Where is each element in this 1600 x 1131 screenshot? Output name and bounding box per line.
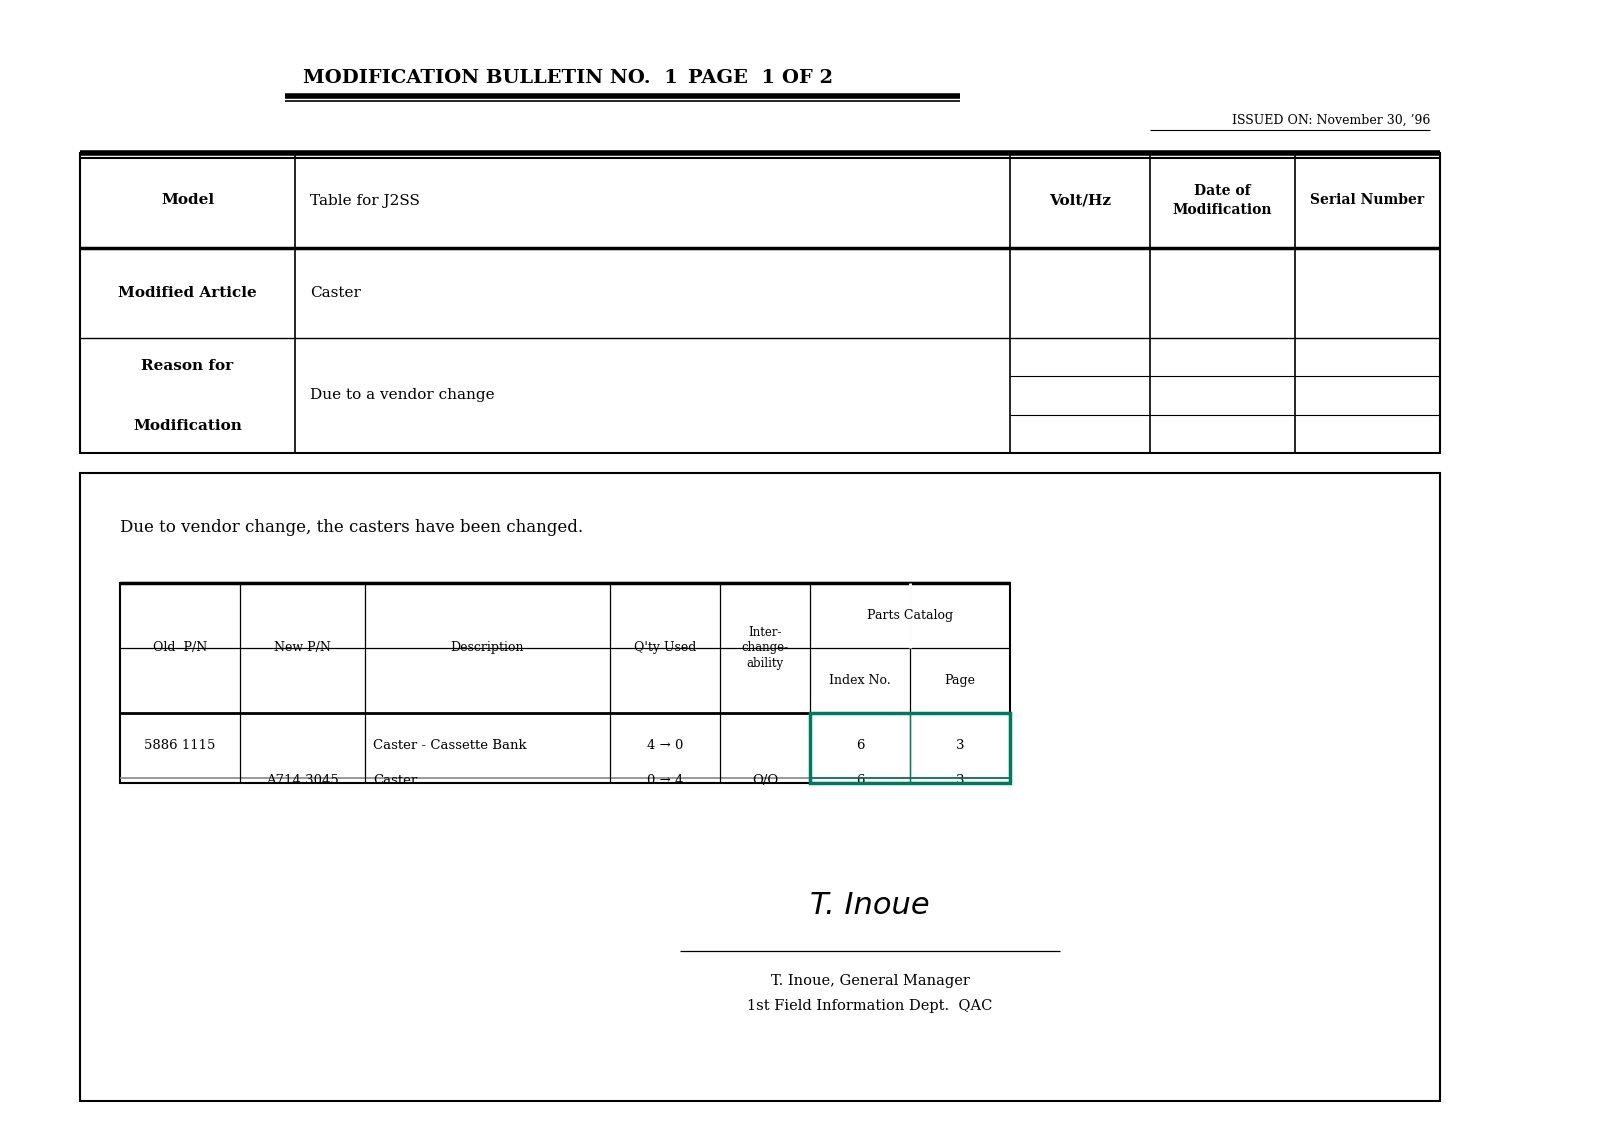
Text: ISSUED ON: November 30, ’96: ISSUED ON: November 30, ’96 — [1232, 113, 1430, 127]
Bar — [810, 713, 1010, 783]
Text: Caster - Cassette Bank: Caster - Cassette Bank — [373, 739, 526, 752]
Bar — [80, 153, 1440, 454]
Text: O/O: O/O — [752, 774, 778, 787]
Text: T. Inoue, General Manager: T. Inoue, General Manager — [771, 974, 970, 988]
Text: 6: 6 — [856, 739, 864, 752]
Text: 0 → 4: 0 → 4 — [646, 774, 683, 787]
Text: 3: 3 — [955, 739, 965, 752]
Text: Parts Catalog: Parts Catalog — [867, 608, 954, 622]
Text: Q'ty Used: Q'ty Used — [634, 641, 696, 655]
Text: MODIFICATION BULLETIN NO.  1: MODIFICATION BULLETIN NO. 1 — [302, 69, 677, 87]
Text: Page: Page — [944, 674, 976, 687]
Text: PAGE  1 OF 2: PAGE 1 OF 2 — [688, 69, 832, 87]
Text: Caster: Caster — [373, 774, 418, 787]
Text: Model: Model — [162, 193, 214, 207]
Text: Table for J2SS: Table for J2SS — [310, 193, 419, 207]
Text: Reason for: Reason for — [141, 359, 234, 372]
Text: Inter-
change-
ability: Inter- change- ability — [741, 625, 789, 671]
Text: 3: 3 — [955, 774, 965, 787]
Text: 5886 1115: 5886 1115 — [144, 739, 216, 752]
Text: Date of
Modification: Date of Modification — [1173, 184, 1272, 217]
Text: Caster: Caster — [310, 286, 362, 300]
Text: 6: 6 — [856, 774, 864, 787]
Text: Volt/Hz: Volt/Hz — [1050, 193, 1110, 207]
Text: Due to vendor change, the casters have been changed.: Due to vendor change, the casters have b… — [120, 519, 582, 536]
Text: Old  P/N: Old P/N — [154, 641, 206, 655]
Bar — [120, 582, 1010, 783]
Text: T. Inoue: T. Inoue — [810, 891, 930, 921]
Text: Due to a vendor change: Due to a vendor change — [310, 389, 494, 403]
Text: Serial Number: Serial Number — [1310, 193, 1424, 207]
Text: Description: Description — [451, 641, 525, 655]
Text: Index No.: Index No. — [829, 674, 891, 687]
Text: Modification: Modification — [133, 418, 242, 432]
Text: New P/N: New P/N — [274, 641, 331, 655]
Text: 1st Field Information Dept.  QAC: 1st Field Information Dept. QAC — [747, 999, 992, 1013]
Text: A714 3045: A714 3045 — [266, 774, 339, 787]
Bar — [80, 473, 1440, 1100]
Text: Modified Article: Modified Article — [118, 286, 258, 300]
Text: 4 → 0: 4 → 0 — [646, 739, 683, 752]
